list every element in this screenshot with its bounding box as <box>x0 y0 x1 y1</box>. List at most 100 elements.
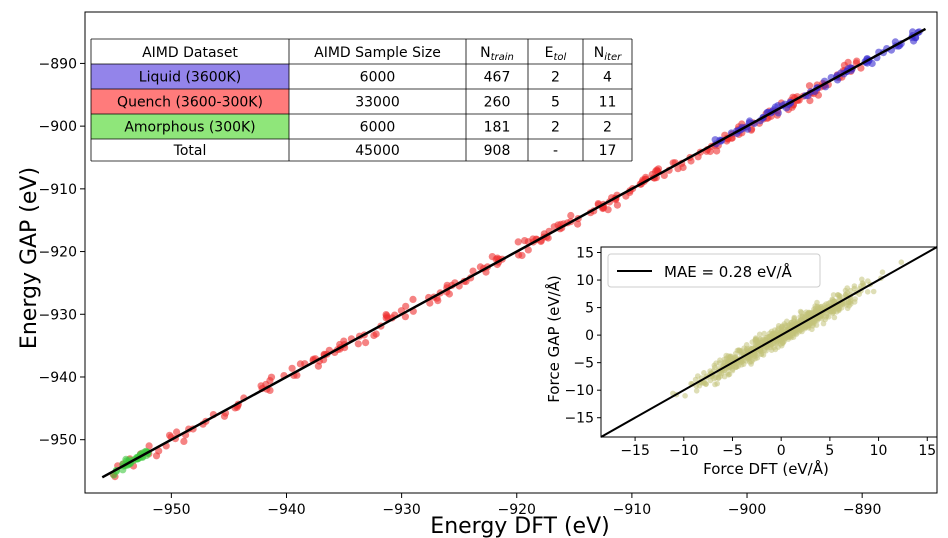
table-header-cell: Niter <box>594 45 622 63</box>
inset-y-tick-label: 10 <box>576 273 594 289</box>
table-cell: 181 <box>484 120 511 136</box>
inset-x-tick-label: −15 <box>620 443 650 459</box>
inset-x-tick-label: 10 <box>870 443 888 459</box>
inset-data-point <box>756 331 763 338</box>
main-data-point <box>372 330 380 338</box>
table-header-cell: Etol <box>545 45 567 63</box>
inset-y-tick-label: −5 <box>573 356 594 372</box>
main-y-tick-label: −890 <box>39 56 77 72</box>
legend-label: MAE = 0.28 eV/Å <box>664 262 792 281</box>
inset-data-point <box>793 331 800 338</box>
main-data-point <box>476 263 484 271</box>
table-row-color <box>91 139 289 161</box>
main-y-tick-label: −930 <box>39 307 77 323</box>
table-cell: 467 <box>484 70 511 86</box>
inset-data-point <box>735 347 742 353</box>
inset-data-point <box>692 376 699 383</box>
inset-y-tick-label: −15 <box>564 411 594 427</box>
inset-data-point <box>829 310 836 317</box>
main-y-tick-label: −940 <box>39 370 77 386</box>
inset-data-point <box>865 278 871 284</box>
table-cell: 2 <box>551 70 560 86</box>
main-y-tick-label: −900 <box>39 119 77 135</box>
main-x-tick-label: −930 <box>382 502 420 518</box>
main-x-tick-label: −940 <box>267 502 305 518</box>
table-cell: 6000 <box>360 70 396 86</box>
inset-fit-line <box>600 246 938 438</box>
inset-data-point <box>761 347 768 354</box>
main-data-point <box>613 201 622 209</box>
main-data-point <box>409 295 417 303</box>
table-cell: 908 <box>484 143 511 159</box>
inset-data-point <box>772 327 778 333</box>
main-data-point <box>518 251 526 260</box>
inset-data-point <box>788 334 794 341</box>
inset-data-point <box>825 314 832 320</box>
inset-data-point <box>728 353 734 360</box>
table-header-cell: Ntrain <box>480 45 514 63</box>
legend-box <box>607 253 821 288</box>
table-cell: Liquid (3600K) <box>139 70 241 86</box>
inset-data-point <box>714 380 720 387</box>
main-y-axis-label: Energy GAP (eV) <box>17 167 42 349</box>
table-cell: 45000 <box>355 143 400 159</box>
table-cell: 33000 <box>355 95 400 111</box>
table-cell: Quench (3600-300K) <box>117 95 263 111</box>
inset-x-tick-label: 15 <box>918 443 936 459</box>
inset-data-point <box>778 336 784 343</box>
main-data-point <box>679 163 687 172</box>
inset-y-tick-label: 15 <box>576 246 594 262</box>
inset-data-point <box>701 370 707 376</box>
main-data-point <box>362 339 370 347</box>
main-x-tick-label: −900 <box>728 502 766 518</box>
table-cell: 5 <box>551 95 560 111</box>
inset-data-point <box>879 269 886 276</box>
main-data-point <box>514 238 522 246</box>
main-data-point <box>524 246 532 254</box>
main-data-point <box>173 428 181 436</box>
inset-data-point <box>831 314 838 321</box>
main-data-point <box>713 147 721 155</box>
table-cell: 260 <box>484 95 511 111</box>
inset-data-point <box>717 357 723 364</box>
inset-data-point <box>703 381 709 388</box>
inset-data-point <box>848 301 854 307</box>
table-cell: 4 <box>603 70 612 86</box>
main-y-tick-label: −920 <box>39 245 77 261</box>
inset-x-axis-label: Force DFT (eV/Å) <box>703 459 829 478</box>
main-x-tick-label: −910 <box>613 502 651 518</box>
inset-data-point <box>870 288 877 295</box>
table-header-cell: AIMD Dataset <box>142 45 238 61</box>
main-data-point <box>805 82 814 90</box>
main-data-point <box>567 211 575 220</box>
main-data-point <box>145 442 153 450</box>
inset-data-point <box>830 299 836 305</box>
main-fit-line <box>101 27 927 479</box>
main-y-tick-label: −910 <box>39 182 77 198</box>
table-cell: 17 <box>599 143 617 159</box>
table-row-color <box>91 114 289 139</box>
main-x-axis-label: Energy DFT (eV) <box>430 514 609 538</box>
table-row-color <box>91 64 289 89</box>
main-data-point <box>660 171 668 179</box>
main-data-point <box>382 314 390 322</box>
inset-data-point <box>844 305 851 312</box>
table-header-cell: AIMD Sample Size <box>314 45 441 61</box>
inset-data-point <box>836 307 842 314</box>
inset-data-point <box>847 287 854 294</box>
table-cell: 6000 <box>360 120 396 136</box>
main-data-point <box>401 313 409 321</box>
inset-legend: MAE = 0.28 eV/Å <box>607 253 821 288</box>
main-data-point <box>152 452 161 460</box>
inset-data-point <box>830 292 837 298</box>
main-data-point <box>288 364 296 372</box>
inset-data-point <box>725 372 732 378</box>
table-cell: Amorphous (300K) <box>124 120 255 136</box>
inset-data-point <box>780 326 786 332</box>
table-cell: Total <box>173 143 207 159</box>
inset-data-point <box>682 393 688 399</box>
inset-y-tick-label: 0 <box>585 328 594 344</box>
force-inset-plot: −15 −10 −5 0 5 10 15 15 10 5 0 −5 −10 −15 MAE = 0.28 e… <box>564 246 938 459</box>
main-data-point <box>706 147 714 156</box>
